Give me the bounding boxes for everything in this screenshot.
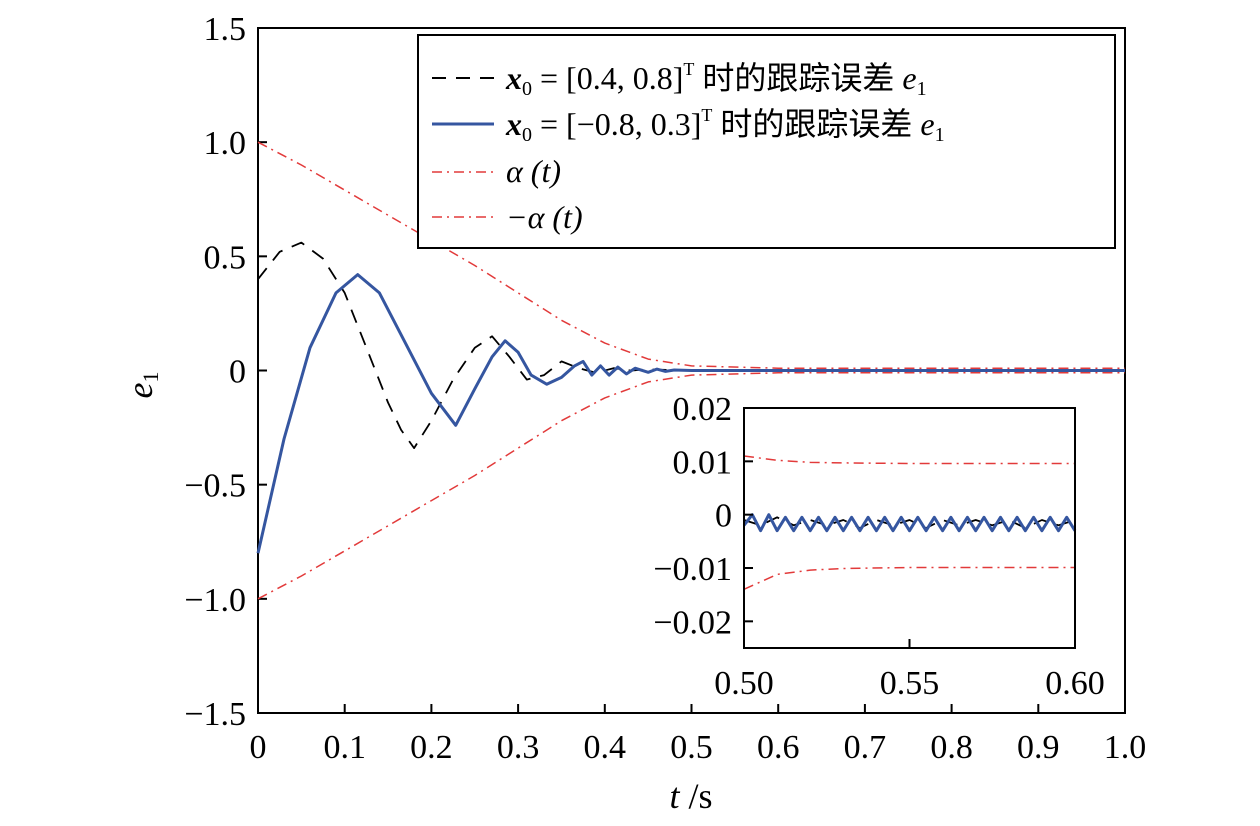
main-y-tick-label: −1.5 <box>184 696 246 733</box>
legend-label-series-4: −α (t) <box>506 199 583 235</box>
inset-plot: 0.50 0.55 0.60 0.02 0.01 0 −0.01 −0.02 <box>653 391 1104 702</box>
main-x-tick-label: 0.9 <box>1017 729 1060 766</box>
main-series-2-line <box>256 273 1125 554</box>
main-series-3-line <box>257 141 1125 369</box>
main-y-tick-label: −0.5 <box>184 468 246 505</box>
main-x-tick-label: 0 <box>250 729 267 766</box>
inset-x-tick-label: 0.60 <box>1045 665 1105 702</box>
main-series-group <box>256 141 1125 600</box>
main-x-tick-label: 0.5 <box>670 729 713 766</box>
main-x-tick-label: 0.8 <box>930 729 973 766</box>
main-y-tick-label: 1.5 <box>204 11 247 48</box>
main-y-tick-label: 0.5 <box>204 239 247 276</box>
inset-series-3-line <box>743 455 1075 465</box>
inset-y-tick-label: 0.02 <box>673 391 733 428</box>
main-x-tick-label: 0.2 <box>410 729 453 766</box>
inset-axis-ticks: 0.50 0.55 0.60 0.02 0.01 0 −0.01 −0.02 <box>653 391 1104 702</box>
main-x-tick-label: 0.7 <box>844 729 887 766</box>
legend-label-series-1: x0 = [0.4, 0.8]T 时的跟踪误差 e1 <box>505 59 927 100</box>
main-x-tick-label: 0.6 <box>757 729 800 766</box>
main-x-tick-label: 1.0 <box>1104 729 1147 766</box>
legend-label-series-2: x0 = [−0.8, 0.3]T 时的跟踪误差 e1 <box>505 105 945 146</box>
inset-series-2-line <box>742 513 1077 533</box>
legend-label-series-3: α (t) <box>506 153 561 189</box>
inset-y-tick-label: 0.01 <box>673 444 733 481</box>
main-series-4-line <box>257 372 1125 600</box>
main-x-tick-label: 0.4 <box>584 729 627 766</box>
legend: x0 = [0.4, 0.8]T 时的跟踪误差 e1 x0 = [−0.8, 0… <box>417 34 1116 249</box>
inset-x-tick-label: 0.55 <box>880 665 940 702</box>
main-y-tick-label: −1.0 <box>184 582 246 619</box>
inset-y-tick-label: 0 <box>715 498 732 535</box>
main-x-tick-label: 0.3 <box>497 729 540 766</box>
legend-box <box>417 34 1116 249</box>
main-axis-ticks: 0 0.1 0.2 0.3 0.4 0.5 0.6 0.7 0.8 0.9 1.01.51.00.5… <box>184 11 1146 766</box>
inset-series-4-line <box>743 566 1075 590</box>
main-x-tick-label: 0.1 <box>323 729 366 766</box>
inset-x-tick-label: 0.50 <box>714 665 774 702</box>
y-axis-label: e1 <box>120 372 163 399</box>
x-axis-label: t /s <box>669 776 712 816</box>
main-y-tick-label: 1.0 <box>204 125 247 162</box>
inset-series-group <box>742 455 1077 590</box>
inset-y-tick-label: −0.02 <box>653 604 732 641</box>
inset-y-tick-label: −0.01 <box>653 551 732 588</box>
main-y-tick-label: 0 <box>229 354 246 391</box>
